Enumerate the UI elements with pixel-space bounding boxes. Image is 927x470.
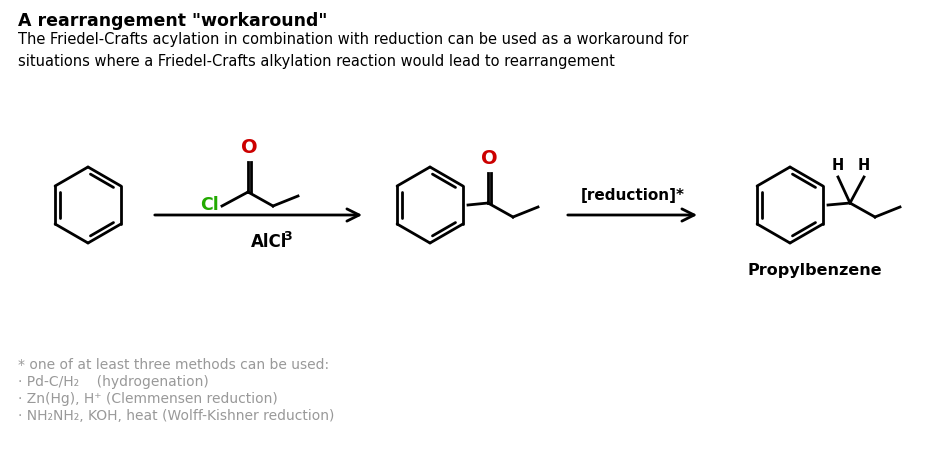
Text: · Pd-C/H₂    (hydrogenation): · Pd-C/H₂ (hydrogenation) — [18, 375, 209, 389]
Text: Propylbenzene: Propylbenzene — [747, 263, 882, 278]
Text: The Friedel-Crafts acylation in combination with reduction can be used as a work: The Friedel-Crafts acylation in combinat… — [18, 32, 688, 69]
Text: O: O — [241, 138, 258, 157]
Text: [reduction]*: [reduction]* — [580, 188, 684, 203]
Text: * one of at least three methods can be used:: * one of at least three methods can be u… — [18, 358, 329, 372]
Text: · Zn(Hg), H⁺ (Clemmensen reduction): · Zn(Hg), H⁺ (Clemmensen reduction) — [18, 392, 277, 406]
Text: · NH₂NH₂, KOH, heat (Wolff-Kishner reduction): · NH₂NH₂, KOH, heat (Wolff-Kishner reduc… — [18, 409, 334, 423]
Text: 3: 3 — [283, 230, 292, 243]
Text: H: H — [831, 158, 844, 173]
Text: H: H — [857, 158, 870, 173]
Text: AlCl: AlCl — [250, 233, 286, 251]
Text: A rearrangement "workaround": A rearrangement "workaround" — [18, 12, 327, 30]
Text: Cl: Cl — [200, 196, 219, 214]
Text: O: O — [481, 149, 497, 168]
